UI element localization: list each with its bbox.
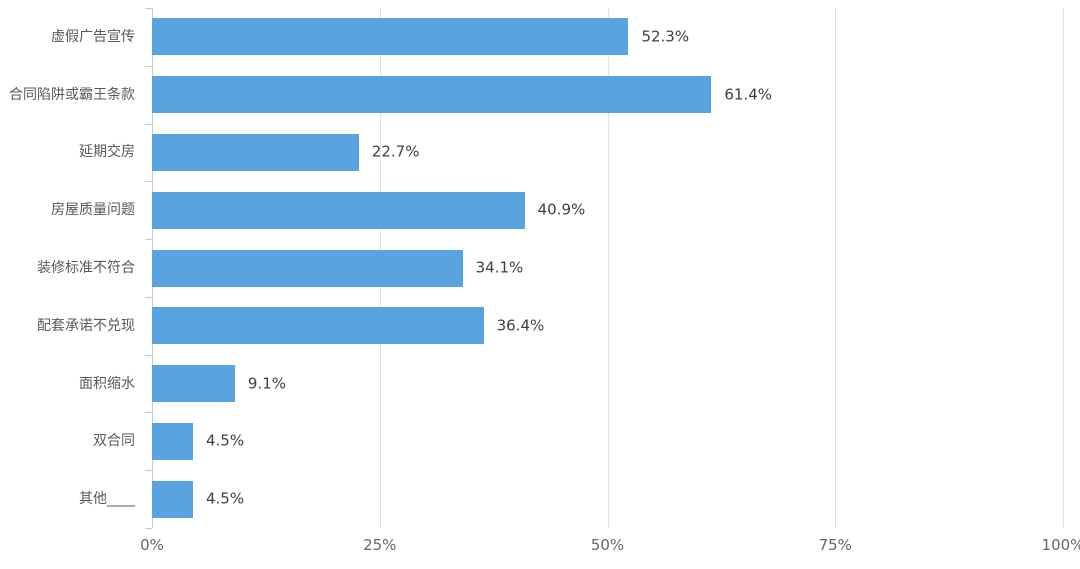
value-label: 36.4% [496,316,545,335]
y-axis-tick [145,8,152,9]
bar [152,249,463,287]
value-label: 34.1% [475,258,524,277]
chart-row: 其他____ 4.5% [79,480,1063,518]
category-label: 装修标准不符合 [37,260,135,276]
value-label: 61.4% [724,85,772,104]
value-label: 22.7% [371,142,420,161]
x-axis-tick-label: 75% [818,536,852,554]
bar [152,422,193,460]
y-axis-tick [145,239,152,241]
plot-area: 0% 25% 50% 75% 100% 虚假广告宣传 52.3% 合同陷阱或霸王条款 61.4%… [9,8,1080,553]
bar [152,133,359,171]
chart-row: 配套承诺不兑现 36.4% [37,307,1063,345]
x-axis-tick-label: 100% [1041,536,1080,554]
chart-row: 虚假广告宣传 52.3% [51,18,1063,56]
gridline-50% [607,8,609,528]
category-label: 面积缩水 [79,375,135,392]
value-label: 4.5% [205,431,245,450]
value-label: 52.3% [641,27,690,46]
category-label: 延期交房 [79,144,135,161]
y-axis-tick [145,470,152,472]
chart-row: 房屋质量问题 40.9% [51,191,1063,229]
bar [152,480,193,518]
y-axis-tick [145,528,152,529]
bar [152,76,712,114]
bar [152,307,484,345]
chart-row: 双合同 4.5% [93,422,1063,460]
y-axis-tick [145,412,152,414]
value-label: 40.9% [537,200,586,219]
bar [152,365,235,403]
chart-row: 装修标准不符合 34.1% [37,249,1063,287]
y-axis-tick [145,354,152,356]
x-axis-tick-label: 25% [363,536,397,554]
y-axis-tick [145,181,152,183]
x-axis-tick-label: 0% [140,536,164,554]
chart-row: 合同陷阱或霸王条款 61.4% [9,76,1063,114]
value-label: 9.1% [247,374,286,393]
chart-row: 面积缩水 9.1% [79,365,1063,403]
category-label: 配套承诺不兑现 [37,317,135,334]
bar [152,18,629,56]
y-axis-tick [145,296,152,298]
category-label: 虚假广告宣传 [51,28,135,45]
category-label: 合同陷阱或霸王条款 [9,86,135,103]
gridline-75% [835,8,837,528]
gridline-100% [1063,8,1064,528]
y-axis-tick [145,65,152,67]
category-label: 其他____ [79,491,135,508]
category-label: 房屋质量问题 [51,202,135,219]
y-axis-tick [145,123,152,125]
value-label: 4.5% [205,489,245,508]
category-label: 双合同 [93,433,135,450]
bar [152,191,525,229]
x-axis-tick-label: 50% [590,536,625,554]
chart-row: 延期交房 22.7% [79,133,1063,171]
